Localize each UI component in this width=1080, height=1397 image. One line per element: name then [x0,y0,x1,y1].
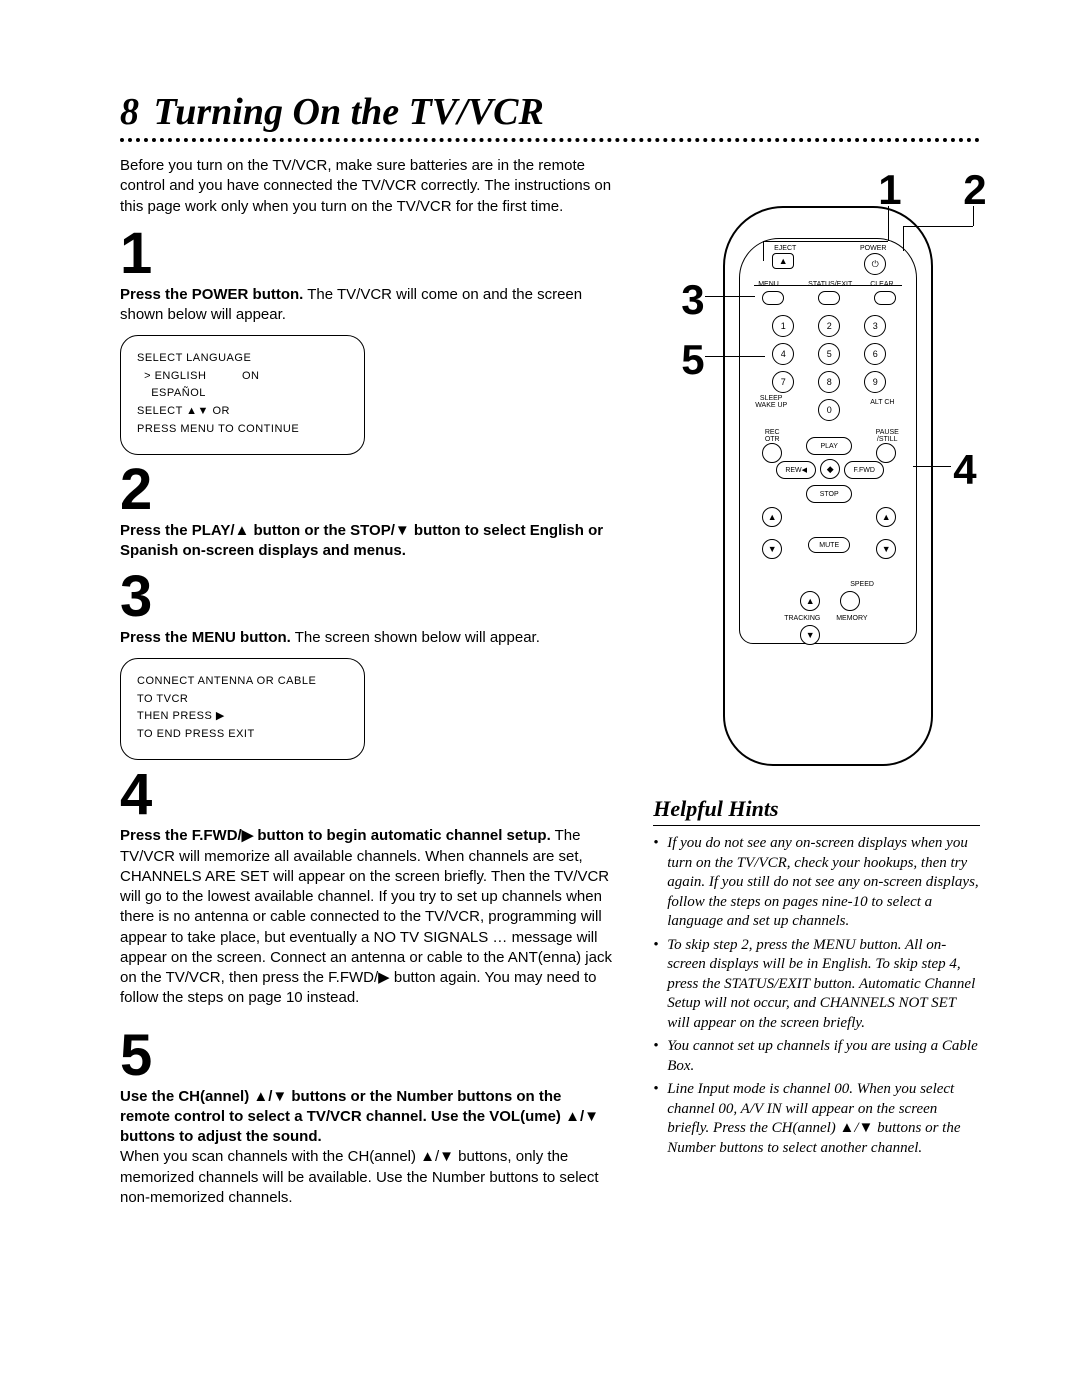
step-5-text: Use the CH(annel) ▲/▼ buttons or the Num… [120,1087,613,1209]
callout-2: 2 [963,166,986,214]
divider-dotted [120,138,980,142]
digit-1: 1 [772,315,794,337]
mute-button: MUTE [808,537,850,553]
ffwd-label: F.FWD [854,467,875,474]
step-4-number: 4 [120,766,613,824]
pause-button [876,443,896,463]
hint-item: Line Input mode is channel 00. When you … [653,1080,980,1158]
step-4-bold: Press the F.FWD/▶ button to begin automa… [120,827,551,844]
step-5-rest: When you scan channels with the CH(annel… [120,1148,599,1206]
page-title: Turning On the TV/VCR [153,90,543,134]
memory-button [840,591,860,611]
rule [754,285,902,286]
menu-button [762,291,784,305]
digit-7: 7 [772,371,794,393]
digit-9: 9 [864,371,886,393]
label-speed: SPEED [850,581,874,588]
step-4-text: Press the F.FWD/▶ button to begin automa… [120,826,613,1008]
left-column: Before you turn on the TV/VCR, make sure… [120,156,613,1208]
step-3-text: Press the MENU button. The screen shown … [120,628,613,648]
remote-body: EJECT ▲ POWER ⏻ MENU STATUS/EXIT CLEAR 1… [723,206,933,766]
screen-1-line: PRESS MENU TO CONTINUE [137,421,348,439]
power-button: ⏻ [864,253,886,275]
step-5-bold: Use the CH(annel) ▲/▼ buttons or the Num… [120,1088,599,1146]
rew-icon: ◀ [802,466,807,474]
intro-text: Before you turn on the TV/VCR, make sure… [120,156,613,217]
screen-2-line: TO END PRESS EXIT [137,726,348,744]
tracking-up: ▲ [800,591,820,611]
stop-button: STOP [806,485,852,503]
step-2-text: Press the PLAY/▲ button or the STOP/▼ bu… [120,521,613,562]
play-button: PLAY [806,437,852,455]
eject-icon: ▲ [779,256,788,266]
label-power: POWER [858,245,888,252]
leader [973,206,974,226]
hints-title: Helpful Hints [653,796,980,826]
digit-5: 5 [818,343,840,365]
vol-down: ▼ [876,539,896,559]
hint-item: To skip step 2, press the MENU button. A… [653,936,980,1034]
digit-3: 3 [864,315,886,337]
power-icon: ⏻ [872,259,879,270]
digit-6: 6 [864,343,886,365]
label-pause: PAUSE /STILL [872,429,902,443]
step-5-number: 5 [120,1027,613,1085]
hints-list: If you do not see any on-screen displays… [653,834,980,1158]
tracking-down: ▼ [800,625,820,645]
dpad-center: ◆ [820,459,840,479]
step-1-bold: Press the POWER button. [120,286,303,303]
right-column: 1 2 3 5 4 EJECT ▲ POWER ⏻ [653,156,980,1208]
vol-up: ▲ [876,507,896,527]
screen-1-line: > ENGLISH ON [137,368,348,386]
page-header: 8 Turning On the TV/VCR [120,90,980,134]
step-2-number: 2 [120,461,613,519]
digit-4: 4 [772,343,794,365]
label-altch: ALT CH [870,399,894,406]
ffwd-button: F.FWD [844,461,884,479]
screen-1: SELECT LANGUAGE > ENGLISH ON ESPAÑOL SEL… [120,335,365,455]
step-1-text: Press the POWER button. The TV/VCR will … [120,285,613,326]
rew-button: REW◀ [776,461,816,479]
screen-2-line: THEN PRESS ▶ [137,708,348,726]
step-3-bold: Press the MENU button. [120,629,291,646]
callout-5: 5 [681,336,704,384]
screen-1-line: SELECT LANGUAGE [137,350,348,368]
step-3-rest: The screen shown below will appear. [291,629,540,646]
hint-item: You cannot set up channels if you are us… [653,1037,980,1076]
screen-2-line: TO TVCR [137,691,348,709]
remote-inner: EJECT ▲ POWER ⏻ MENU STATUS/EXIT CLEAR 1… [739,238,917,644]
page-number: 8 [120,90,139,134]
step-4-rest: The TV/VCR will memorize all available c… [120,827,612,1006]
label-sleep: SLEEP WAKE UP [754,395,788,409]
hint-item: If you do not see any on-screen displays… [653,834,980,932]
digit-8: 8 [818,371,840,393]
ch-up: ▲ [762,507,782,527]
label-eject: EJECT [770,245,800,252]
rec-button [762,443,782,463]
clear-button [874,291,896,305]
status-exit-button [818,291,840,305]
rew-label: REW [785,467,801,474]
label-tracking: TRACKING [784,615,820,622]
screen-1-line: SELECT ▲▼ OR [137,403,348,421]
screen-1-line: ESPAÑOL [137,385,348,403]
remote-diagram: 1 2 3 5 4 EJECT ▲ POWER ⏻ [653,156,980,756]
label-memory: MEMORY [836,615,867,622]
digit-0: 0 [818,399,840,421]
digit-2: 2 [818,315,840,337]
step-3-number: 3 [120,568,613,626]
step-1-number: 1 [120,225,613,283]
screen-2: CONNECT ANTENNA OR CABLE TO TVCR THEN PR… [120,658,365,760]
ch-down: ▼ [762,539,782,559]
step-2-bold: Press the PLAY/▲ button or the STOP/▼ bu… [120,522,603,559]
label-rec: REC OTR [760,429,784,443]
callout-3: 3 [681,276,704,324]
eject-button: ▲ [772,253,794,269]
callout-4: 4 [953,446,976,494]
screen-2-line: CONNECT ANTENNA OR CABLE [137,673,348,691]
